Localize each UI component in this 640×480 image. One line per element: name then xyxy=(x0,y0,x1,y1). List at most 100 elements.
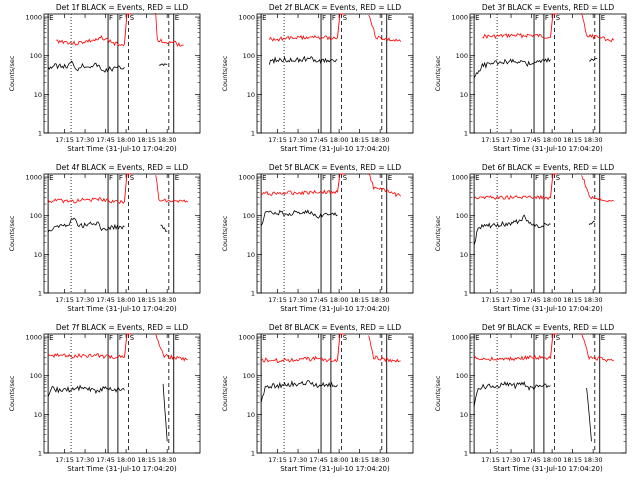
y-tick-label: 1 xyxy=(464,450,468,458)
y-tick-label: 1000 xyxy=(451,334,468,342)
y-tick-label: 1 xyxy=(464,290,468,298)
panel-svg: Det 3f BLACK = Events, RED = LLD 1 10 100 10… xyxy=(434,3,627,153)
x-axis-label: Start Time (31-Jul-10 17:04:20) xyxy=(67,305,177,313)
detector-panel-8: Det 8f BLACK = Events, RED = LLD 1 10 100 10… xyxy=(213,320,426,480)
E-marker-label: E xyxy=(175,174,179,182)
x-tick-label: 17:30 xyxy=(502,136,521,144)
x-tick-label: 18:30 xyxy=(158,136,177,144)
y-tick-label: 10 xyxy=(247,251,255,259)
panel-title: Det 1f BLACK = Events, RED = LLD xyxy=(56,3,189,12)
y-tick-label: 1000 xyxy=(25,334,42,342)
plot-frame xyxy=(469,333,627,454)
x-tick-label: 17:45 xyxy=(522,456,541,464)
F-marker-label: F xyxy=(535,334,539,342)
lld-series-line xyxy=(268,34,338,42)
x-tick-label: 18:30 xyxy=(371,136,390,144)
plot-frame xyxy=(256,173,414,294)
lld-after-line xyxy=(368,335,401,363)
x-axis-label: Start Time (31-Jul-10 17:04:20) xyxy=(67,145,177,153)
x-tick-label: 17:15 xyxy=(481,296,500,304)
events-series-line xyxy=(47,384,125,397)
E-marker-label: E xyxy=(601,334,605,342)
x-tick-label: 17:15 xyxy=(55,136,74,144)
y-axis-label: Counts/sec xyxy=(221,375,229,411)
lld-rise-line xyxy=(550,13,558,38)
x-tick-label: 17:30 xyxy=(76,456,95,464)
lld-after-line xyxy=(581,175,614,203)
y-tick-label: 1 xyxy=(251,290,255,298)
y-tick-label: 100 xyxy=(30,52,42,60)
x-tick-label: 17:45 xyxy=(96,136,115,144)
E-marker-label: E xyxy=(475,334,479,342)
lld-series-line xyxy=(482,32,551,40)
panel-title: Det 8f BLACK = Events, RED = LLD xyxy=(269,323,402,332)
x-tick-label: 17:45 xyxy=(96,296,115,304)
S-marker-label: S xyxy=(343,334,348,342)
y-tick-label: 1000 xyxy=(451,14,468,22)
x-tick-label: 18:15 xyxy=(350,136,369,144)
y-tick-label: 1000 xyxy=(25,174,42,182)
detector-panel-3: Det 3f BLACK = Events, RED = LLD 1 10 100 10… xyxy=(426,0,639,160)
lld-rise-line xyxy=(337,173,345,193)
y-tick-label: 1000 xyxy=(238,334,255,342)
x-tick-label: 18:00 xyxy=(330,456,349,464)
S-marker-label: S xyxy=(343,14,348,22)
y-tick-label: 10 xyxy=(460,251,468,259)
x-tick-label: 17:30 xyxy=(289,296,308,304)
x-tick-label: 17:45 xyxy=(96,456,115,464)
y-axis-label: Counts/sec xyxy=(8,375,16,411)
x-tick-label: 17:15 xyxy=(268,296,287,304)
y-axis-label: Counts/sec xyxy=(221,215,229,251)
F-marker-label: F xyxy=(322,174,326,182)
F-marker-label: F xyxy=(322,334,326,342)
x-tick-label: 18:00 xyxy=(330,296,349,304)
plot-frame xyxy=(43,13,201,134)
x-tick-label: 17:30 xyxy=(76,136,95,144)
x-tick-label: 18:30 xyxy=(371,296,390,304)
lld-series-line xyxy=(260,189,338,196)
y-tick-label: 100 xyxy=(30,212,42,220)
lld-after-line xyxy=(581,13,615,43)
x-tick-label: 17:15 xyxy=(55,456,74,464)
events-series-line xyxy=(260,209,338,226)
E-marker-label: E xyxy=(475,174,479,182)
lld-after-line xyxy=(368,14,402,42)
y-tick-label: 10 xyxy=(460,411,468,419)
F-marker-label: F xyxy=(545,174,549,182)
x-axis-label: Start Time (31-Jul-10 17:04:20) xyxy=(493,305,603,313)
y-tick-label: 100 xyxy=(243,52,255,60)
y-tick-label: 10 xyxy=(247,411,255,419)
E-marker-label: E xyxy=(49,174,53,182)
panel-svg: Det 4f BLACK = Events, RED = LLD 1 10 100 10… xyxy=(8,163,201,313)
panel-title: Det 2f BLACK = Events, RED = LLD xyxy=(269,3,402,12)
y-axis-label: Counts/sec xyxy=(434,215,442,251)
x-tick-label: 18:30 xyxy=(158,296,177,304)
E-marker-label: E xyxy=(175,334,179,342)
panel-svg: Det 8f BLACK = Events, RED = LLD 1 10 100 10… xyxy=(221,323,414,473)
F-marker-label: F xyxy=(332,14,336,22)
x-tick-label: 17:30 xyxy=(289,136,308,144)
y-tick-label: 100 xyxy=(243,212,255,220)
x-tick-label: 17:30 xyxy=(502,456,521,464)
lld-series-line xyxy=(260,355,338,363)
detector-panel-7: Det 7f BLACK = Events, RED = LLD 1 10 100 10… xyxy=(0,320,213,480)
lld-after-line xyxy=(581,333,614,363)
y-tick-label: 1 xyxy=(251,130,255,138)
S-marker-label: S xyxy=(130,334,135,342)
x-tick-label: 17:15 xyxy=(481,136,500,144)
x-tick-label: 18:15 xyxy=(563,296,582,304)
y-tick-label: 1 xyxy=(38,290,42,298)
x-tick-label: 18:30 xyxy=(584,136,603,144)
events-series-line xyxy=(473,380,551,407)
y-tick-label: 100 xyxy=(456,372,468,380)
panel-title: Det 9f BLACK = Events, RED = LLD xyxy=(482,323,615,332)
x-tick-label: 17:30 xyxy=(289,456,308,464)
plot-frame xyxy=(43,333,201,454)
x-tick-label: 17:45 xyxy=(522,136,541,144)
x-tick-label: 17:45 xyxy=(309,136,328,144)
events-series-line xyxy=(473,57,551,79)
x-tick-label: 17:15 xyxy=(268,136,287,144)
y-axis-label: Counts/sec xyxy=(434,55,442,91)
lld-after-line xyxy=(155,12,184,47)
panel-svg: Det 6f BLACK = Events, RED = LLD 1 10 100 10… xyxy=(434,163,627,313)
